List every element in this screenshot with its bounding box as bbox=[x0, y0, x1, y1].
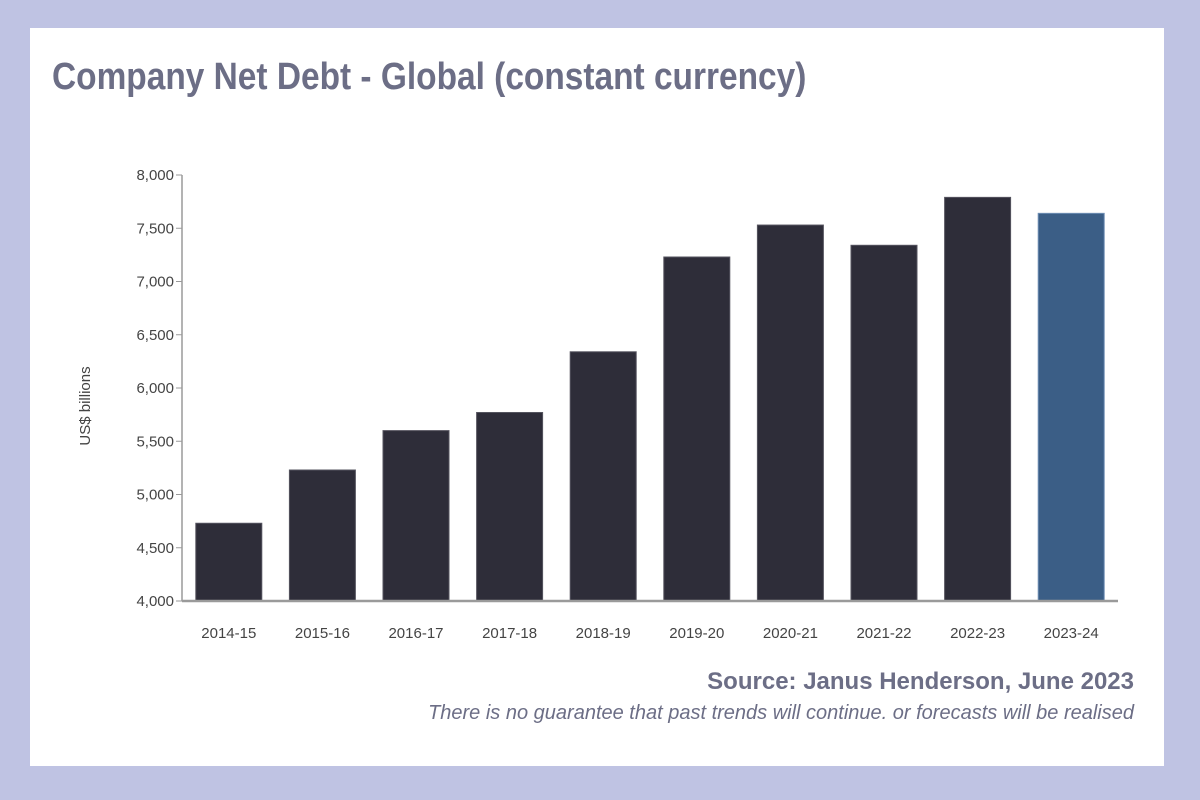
y-tick-label: 4,000 bbox=[136, 593, 174, 610]
y-axis-title: US$ billions bbox=[77, 366, 94, 445]
y-tick-label: 7,500 bbox=[136, 220, 174, 237]
bar-2018-19 bbox=[569, 351, 637, 602]
y-axis: 4,000 4,500 5,000 5,500 6,000 6,500 7,000 7,500… bbox=[136, 167, 183, 610]
x-tick-label: 2014-15 bbox=[201, 625, 256, 642]
bar-chart: 4,000 4,500 5,000 5,500 6,000 6,500 7,000 7,500… bbox=[77, 167, 1118, 642]
bar-2016-17 bbox=[382, 430, 450, 602]
bar-2015-16 bbox=[288, 469, 356, 602]
x-tick-label: 2019-20 bbox=[669, 625, 724, 642]
x-tick-label: 2022-23 bbox=[950, 625, 1005, 642]
bar-2017-18 bbox=[476, 411, 544, 602]
bar-2019-20 bbox=[663, 256, 731, 602]
bar-2022-23 bbox=[944, 196, 1012, 602]
y-tick-label: 7,000 bbox=[136, 274, 174, 291]
x-tick-label: 2015-16 bbox=[295, 625, 350, 642]
y-tick-label: 6,000 bbox=[136, 380, 174, 397]
x-axis: 2014-15 2015-16 2016-17 2017-18 2018-19 2019-… bbox=[182, 599, 1118, 642]
x-tick-label: 2023-24 bbox=[1044, 625, 1099, 642]
y-tick-label: 5,000 bbox=[136, 487, 174, 504]
bars bbox=[195, 196, 1105, 602]
y-tick-label: 5,500 bbox=[136, 433, 174, 450]
chart-card: Company Net Debt - Global (constant curr… bbox=[30, 28, 1164, 766]
y-tick-label: 4,500 bbox=[136, 540, 174, 557]
x-tick-label: 2021-22 bbox=[856, 625, 911, 642]
disclaimer-note: There is no guarantee that past trends w… bbox=[428, 702, 1134, 724]
bar-2023-24 bbox=[1037, 212, 1105, 602]
y-tick-label: 6,500 bbox=[136, 327, 174, 344]
bar-2014-15 bbox=[195, 522, 263, 602]
bar-2020-21 bbox=[756, 224, 824, 602]
page-title: Company Net Debt - Global (constant curr… bbox=[52, 56, 807, 98]
x-tick-label: 2016-17 bbox=[388, 625, 443, 642]
source-note: Source: Janus Henderson, June 2023 bbox=[707, 668, 1134, 695]
x-tick-label: 2017-18 bbox=[482, 625, 537, 642]
x-tick-label: 2018-19 bbox=[576, 625, 631, 642]
x-tick-label: 2020-21 bbox=[763, 625, 818, 642]
y-tick-label: 8,000 bbox=[136, 167, 174, 184]
bar-2021-22 bbox=[850, 244, 918, 602]
